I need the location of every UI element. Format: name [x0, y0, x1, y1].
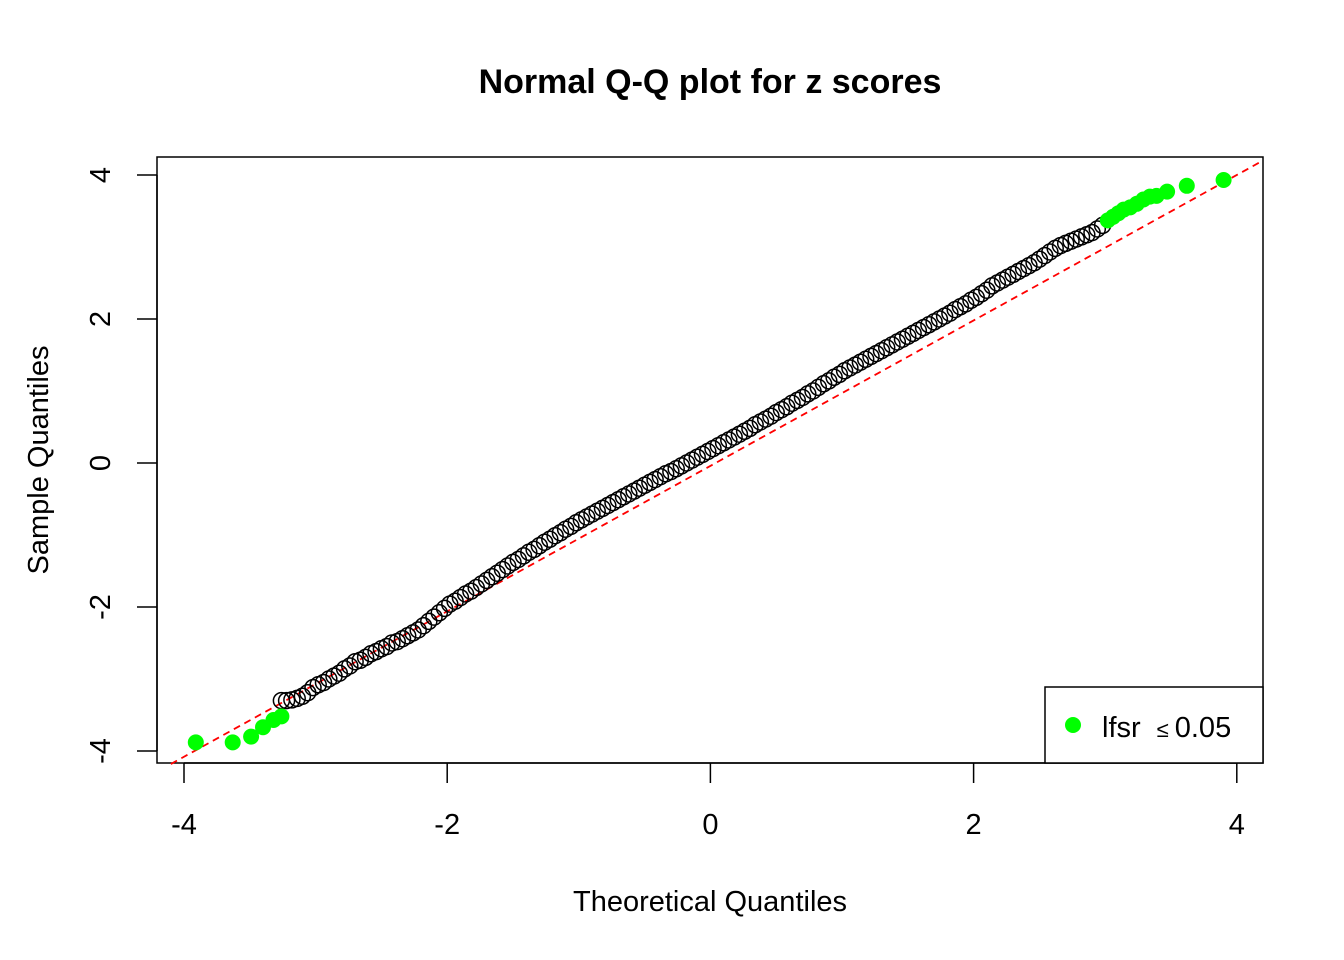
qq-point — [451, 588, 470, 607]
plot-border — [156, 156, 1264, 764]
qq-point — [1083, 223, 1101, 242]
qq-point — [820, 372, 838, 390]
qq-point-significant — [1215, 172, 1232, 188]
qq-point — [341, 657, 359, 675]
legend: lfsr ≤0.05 — [1044, 686, 1264, 764]
qq-point — [551, 524, 570, 542]
qq-point — [409, 621, 427, 639]
qq-point — [762, 407, 780, 425]
qq-point — [530, 537, 549, 555]
qq-point — [562, 517, 580, 536]
x-tick-label: 4 — [1229, 809, 1245, 841]
qq-point — [830, 365, 849, 384]
qq-point — [356, 648, 375, 667]
qq-point — [1041, 243, 1059, 261]
x-tick-label: 2 — [966, 809, 982, 841]
y-tick-label: -4 — [85, 738, 117, 764]
y-tick-label: 2 — [85, 311, 117, 327]
qq-point — [414, 616, 433, 635]
plot-area — [156, 156, 1264, 765]
legend-label-text: lfsr — [1102, 712, 1141, 744]
qq-point-significant — [1178, 177, 1195, 194]
qq-point — [541, 530, 559, 549]
y-tick-label: 0 — [85, 455, 117, 471]
qq-point-significant — [243, 728, 260, 745]
points-layer — [187, 172, 1232, 751]
legend-box — [1044, 686, 1264, 764]
y-tick-label: -2 — [85, 594, 117, 620]
legend-value: 0.05 — [1175, 712, 1231, 744]
x-axis: -4 -2 0 2 4 — [171, 762, 1245, 841]
qq-point-significant — [1159, 183, 1176, 200]
qq-point — [498, 557, 517, 575]
y-axis-title: Sample Quantiles — [23, 346, 55, 575]
qq-point — [777, 398, 796, 416]
legend-symbol: ≤ — [1157, 717, 1169, 742]
qq-point — [430, 604, 449, 622]
y-tick-label: 4 — [85, 167, 117, 183]
x-axis-title: Theoretical Quantiles — [573, 886, 847, 918]
qq-point — [377, 637, 396, 656]
qq-point-significant — [187, 734, 204, 751]
qq-point-significant — [224, 734, 241, 751]
x-tick-label: 0 — [702, 809, 718, 841]
legend-label: lfsr ≤0.05 — [1102, 712, 1231, 744]
x-tick-label: -2 — [434, 809, 460, 841]
y-axis: -4 -2 0 2 4 — [85, 167, 158, 764]
qq-point — [514, 547, 533, 565]
qq-point — [741, 419, 759, 438]
qq-point — [1088, 220, 1107, 238]
qq-point — [293, 687, 312, 706]
legend-marker — [1065, 717, 1081, 733]
qq-point — [809, 378, 828, 397]
qq-point — [941, 304, 959, 322]
qq-point — [956, 295, 975, 313]
qq-point — [314, 673, 333, 692]
qq-point-significant — [273, 708, 290, 725]
chart-title: Normal Q-Q plot for z scores — [479, 63, 942, 101]
qq-point — [425, 608, 443, 626]
x-tick-label: -4 — [171, 809, 197, 841]
qq-point — [277, 691, 296, 710]
qq-point — [793, 388, 812, 407]
qq-point — [420, 612, 438, 631]
